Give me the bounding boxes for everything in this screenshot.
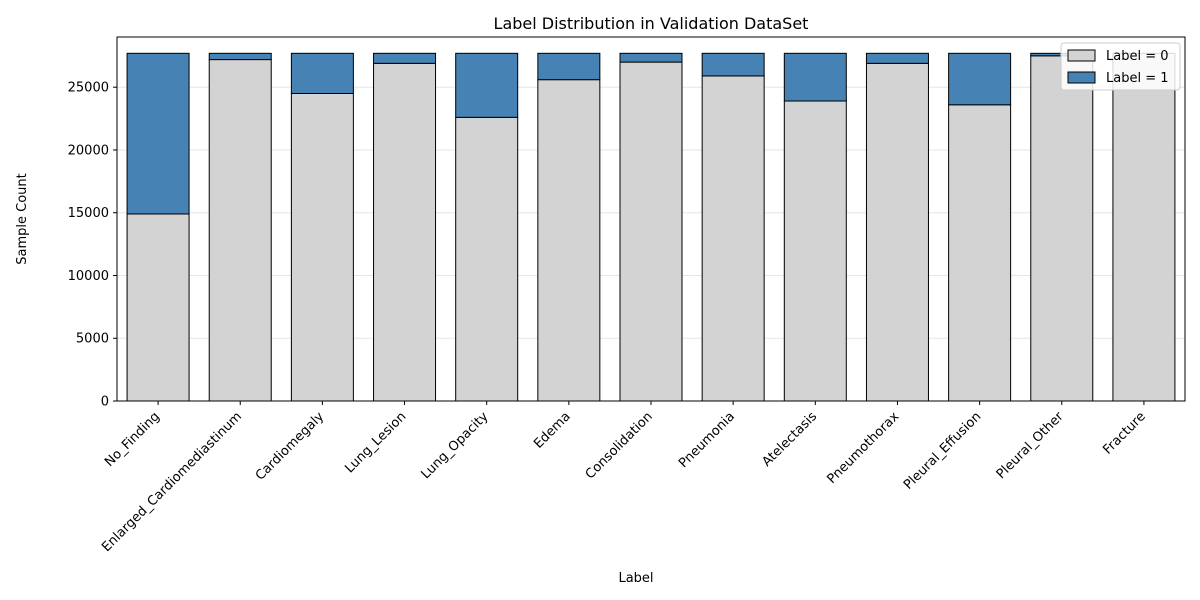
bar-Pneumothorax-label-0 xyxy=(865,62,929,402)
bar-Atelectasis-label-0 xyxy=(783,100,847,402)
legend: Label = 0 Label = 1 xyxy=(1060,42,1181,91)
x-tick-label: Atelectasis xyxy=(760,409,821,470)
bar-No_Finding-label-1 xyxy=(126,52,190,215)
bar-Pleural_Other-label-0 xyxy=(1030,55,1094,402)
y-axis-label: Sample Count xyxy=(15,173,30,264)
bar-Lung_Opacity-label-1 xyxy=(455,52,519,118)
x-tick-label: Lung_Lesion xyxy=(342,409,409,476)
bar-Edema-label-0 xyxy=(537,79,601,402)
chart-title: Label Distribution in Validation DataSet xyxy=(494,14,809,33)
y-tick-label: 20000 xyxy=(68,143,109,158)
bar-Enlarged_Cardiomediastinum-label-1 xyxy=(208,52,272,61)
bar-Consolidation-label-0 xyxy=(619,61,683,402)
bar-Lung_Lesion-label-0 xyxy=(373,62,437,402)
bar-Lung_Lesion-label-1 xyxy=(373,52,437,64)
y-tick-label: 25000 xyxy=(68,81,109,96)
bar-Enlarged_Cardiomediastinum-label-0 xyxy=(208,59,272,402)
legend-entry-label-1: Label = 1 xyxy=(1106,71,1169,86)
x-tick-label: Fracture xyxy=(1100,409,1148,457)
bar-Atelectasis-label-1 xyxy=(783,52,847,102)
bar-Pleural_Effusion-label-0 xyxy=(948,104,1012,402)
bar-Pleural_Effusion-label-1 xyxy=(948,52,1012,106)
bar-Cardiomegaly-label-0 xyxy=(290,92,354,402)
y-tick-label: 10000 xyxy=(68,269,109,284)
bar-Pneumonia-label-0 xyxy=(701,75,765,402)
x-tick-label: No_Finding xyxy=(102,409,163,470)
legend-swatch-label-0 xyxy=(1067,49,1096,62)
y-tick-label: 15000 xyxy=(68,206,109,221)
x-tick-label: Pneumonia xyxy=(676,409,738,471)
bar-Fracture-label-0 xyxy=(1112,52,1176,402)
legend-entry-label-0: Label = 0 xyxy=(1106,49,1169,64)
y-axis: 0 5000 10000 15000 20000 25000 xyxy=(68,81,117,410)
x-tick-label: Lung_Opacity xyxy=(419,409,492,482)
bar-Lung_Opacity-label-0 xyxy=(455,116,519,402)
bar-Edema-label-1 xyxy=(537,52,601,81)
x-tick-label: Pleural_Other xyxy=(994,409,1067,482)
legend-swatch-label-1 xyxy=(1067,71,1096,84)
x-tick-label: Pleural_Effusion xyxy=(901,409,985,493)
x-tick-label: Pneumothorax xyxy=(825,409,903,487)
bar-Pneumothorax-label-1 xyxy=(865,52,929,64)
y-tick-label: 5000 xyxy=(76,332,109,347)
y-tick-label: 0 xyxy=(101,395,109,410)
bar-Consolidation-label-1 xyxy=(619,52,683,63)
x-tick-label: Edema xyxy=(531,409,573,451)
x-tick-label: Cardiomegaly xyxy=(253,409,328,484)
x-tick-label: Consolidation xyxy=(583,409,656,482)
bar-Pneumonia-label-1 xyxy=(701,52,765,77)
bar-Cardiomegaly-label-1 xyxy=(290,52,354,94)
x-tick-label: Enlarged_Cardiomediastinum xyxy=(99,409,245,555)
bars xyxy=(126,52,1176,402)
bar-No_Finding-label-0 xyxy=(126,213,190,402)
x-axis-label: Label xyxy=(618,571,653,586)
